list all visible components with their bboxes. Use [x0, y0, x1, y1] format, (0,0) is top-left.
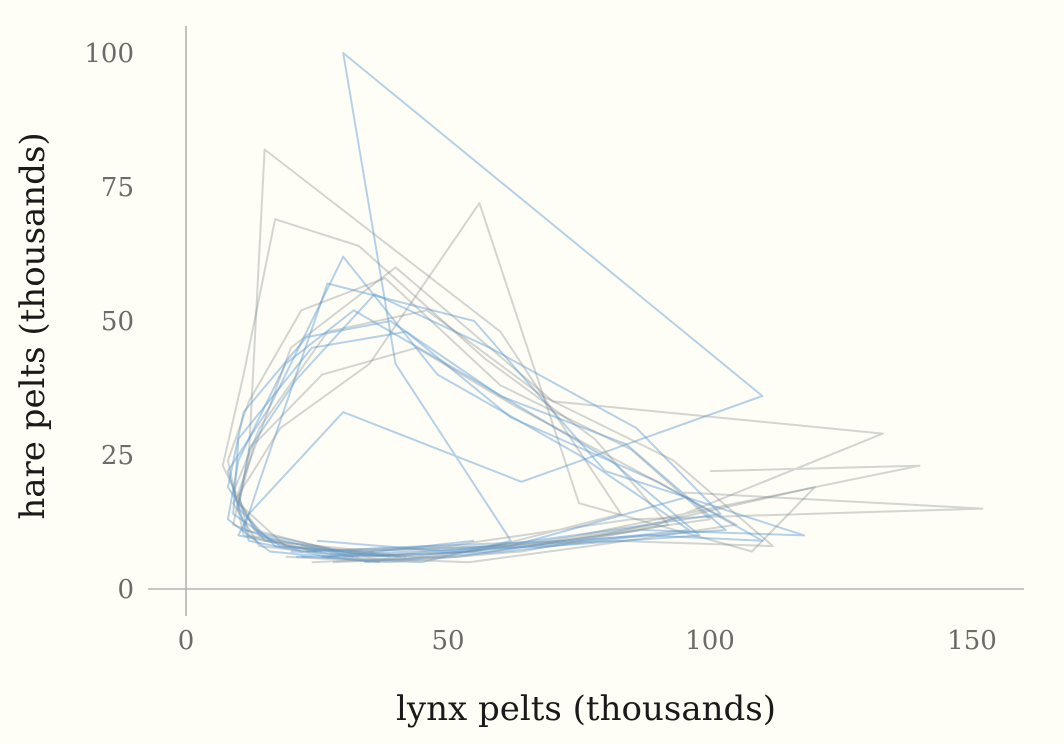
x-tick-label: 0	[178, 626, 195, 656]
trajectory-line	[237, 293, 722, 558]
trajectory-line	[221, 218, 670, 564]
trajectory-series-group	[221, 52, 984, 564]
y-tick-label: 50	[101, 307, 134, 337]
trajectory-line	[237, 52, 764, 564]
trajectory-line	[226, 309, 701, 564]
x-tick-label: 50	[431, 626, 464, 656]
trajectory-line	[232, 309, 774, 553]
y-tick-label: 0	[117, 575, 134, 605]
y-tick-labels: 0 25 50 75 100	[84, 39, 134, 605]
trajectory-line	[232, 148, 984, 558]
trajectory-line	[226, 255, 690, 558]
trajectory-line	[242, 282, 806, 558]
trajectory-line	[237, 266, 921, 564]
x-axis-title: lynx pelts (thousands)	[396, 689, 776, 729]
y-tick-label: 25	[101, 441, 134, 471]
x-tick-label: 100	[685, 626, 735, 656]
plot-area	[221, 52, 984, 564]
y-tick-label: 100	[84, 39, 134, 69]
y-axis-title: hare pelts (thousands)	[13, 132, 53, 519]
trajectory-line	[226, 320, 727, 558]
trajectory-line	[237, 346, 738, 564]
y-tick-label: 75	[101, 173, 134, 203]
axes	[148, 26, 1024, 616]
x-tick-labels: 0 50 100 150	[178, 626, 997, 656]
trajectory-line	[232, 202, 816, 564]
trajectory-line	[226, 277, 711, 558]
trajectory-line	[232, 330, 764, 564]
x-tick-label: 150	[947, 626, 997, 656]
